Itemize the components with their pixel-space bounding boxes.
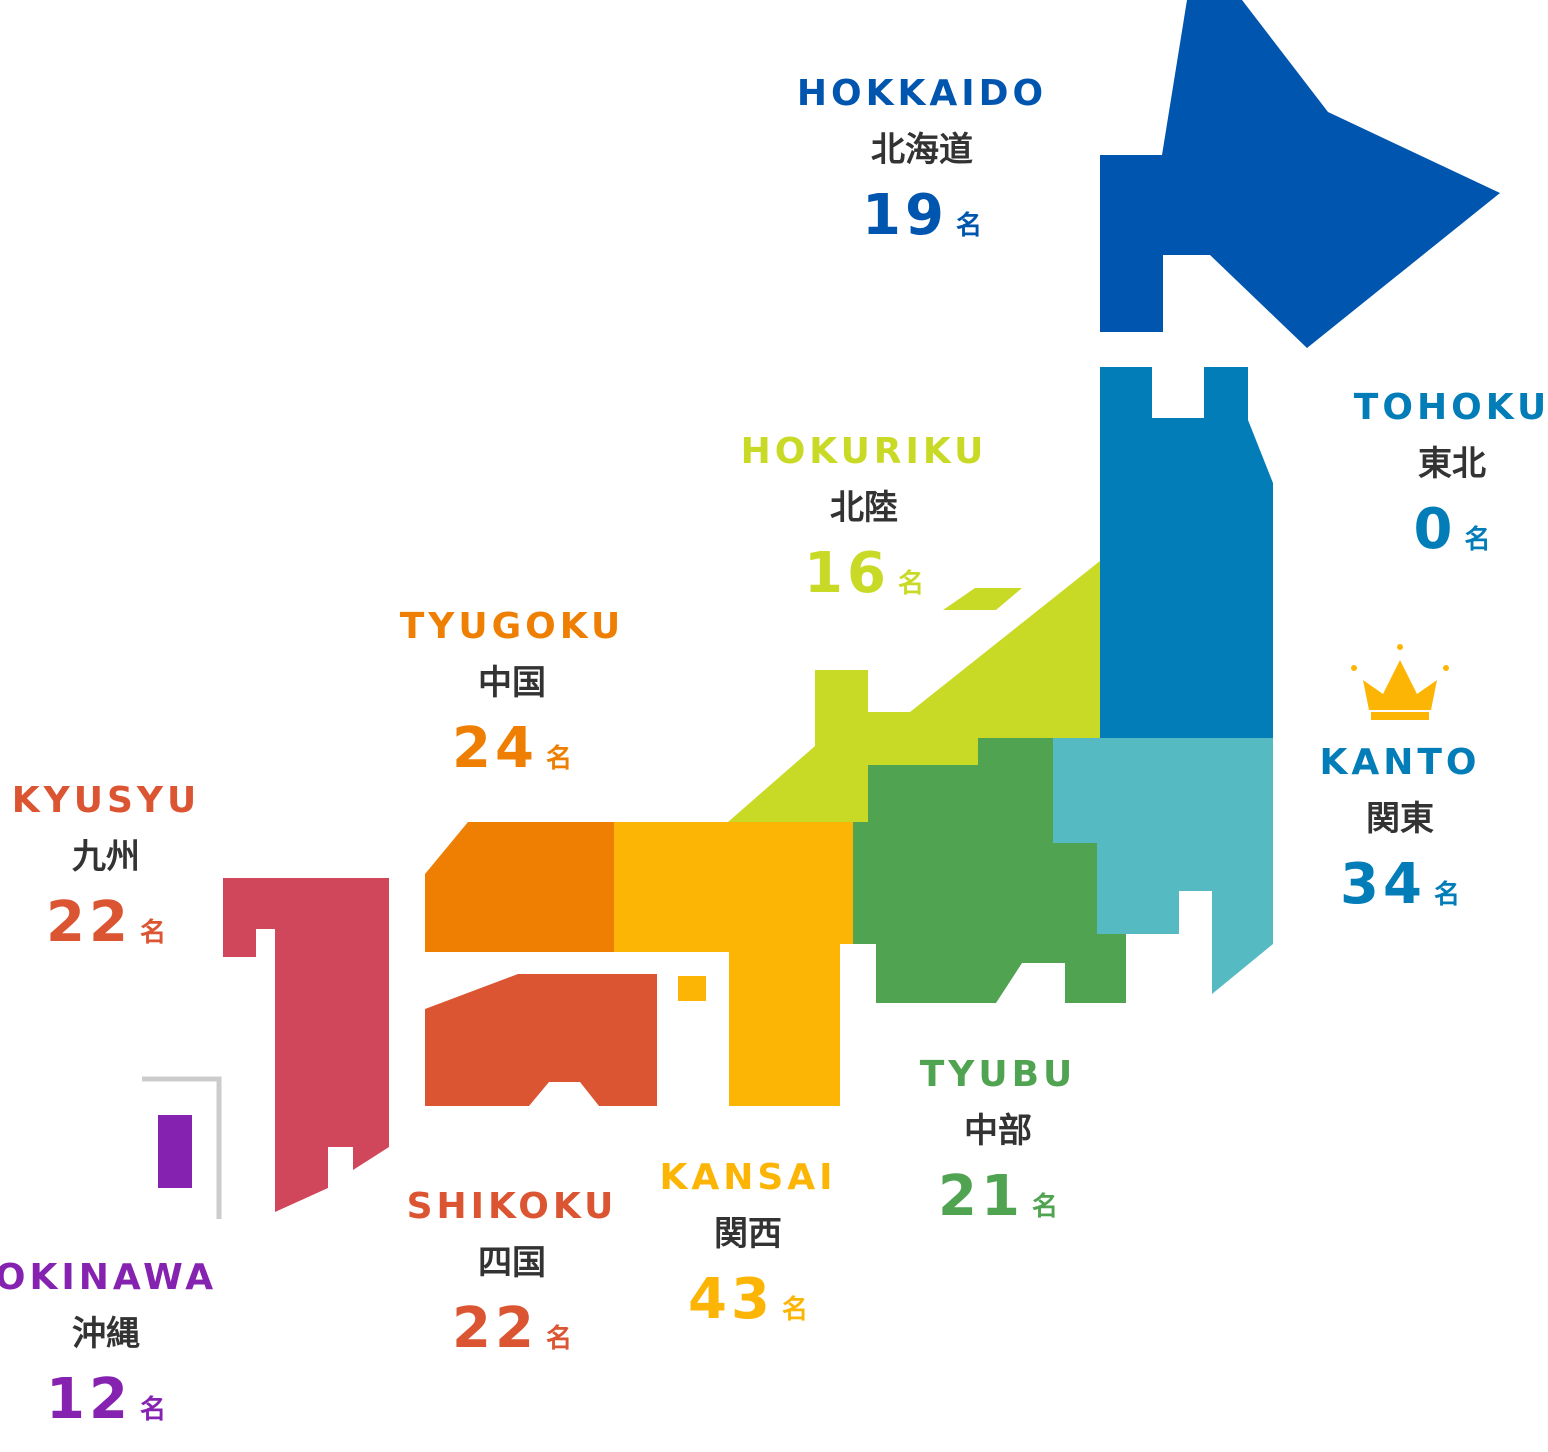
region-shape-tyubu[interactable] — [853, 738, 1126, 1003]
region-name-ja: 四国 — [478, 1243, 546, 1283]
count-number: 34 — [1340, 852, 1426, 917]
count-unit: 名 — [545, 1324, 572, 1354]
region-name-ja: 東北 — [1417, 444, 1486, 484]
region-shape-kansai[interactable] — [614, 822, 853, 1106]
region-shape-kansai-island[interactable] — [678, 976, 706, 1001]
region-shape-hokkaido[interactable] — [1100, 0, 1500, 348]
region-name-en: OKINAWA — [0, 1257, 218, 1298]
region-name-en: HOKKAIDO — [796, 73, 1048, 114]
region-count: 12 名 — [0, 1366, 217, 1447]
count-unit: 名 — [1464, 525, 1491, 555]
region-name-ja: 北陸 — [830, 488, 898, 528]
region-shape-okinawa[interactable] — [158, 1115, 192, 1188]
count-number: 16 — [804, 541, 890, 606]
count-number: 0 — [1413, 497, 1457, 562]
count-number: 12 — [46, 1367, 132, 1432]
region-name-ja: 関東 — [1365, 799, 1434, 839]
region-label-hokkaido: HOKKAIDO 北海道 19 名 — [797, 72, 1047, 263]
count-unit: 名 — [545, 744, 572, 774]
count-unit: 名 — [139, 918, 166, 948]
count-unit: 名 — [781, 1295, 808, 1325]
region-shape-shikoku[interactable] — [425, 974, 657, 1106]
region-name-en: SHIKOKU — [406, 1186, 618, 1227]
region-name-ja: 中部 — [964, 1111, 1032, 1151]
region-shape-tohoku[interactable] — [1100, 367, 1273, 738]
region-name-en: HOKURIKU — [740, 431, 988, 472]
count-unit: 名 — [139, 1395, 166, 1425]
region-name-ja: 九州 — [72, 837, 140, 877]
region-label-kanto: KANTO 関東 34 名 — [1319, 741, 1480, 932]
region-name-en: KYUSYU — [11, 780, 201, 821]
region-name-ja: 関西 — [713, 1214, 782, 1254]
count-unit: 名 — [1433, 880, 1460, 910]
count-unit: 名 — [955, 211, 982, 241]
region-count: 19 名 — [797, 182, 1047, 263]
region-name-en: KANSAI — [659, 1157, 837, 1198]
crown-icon — [1351, 644, 1449, 720]
region-count: 34 名 — [1319, 851, 1480, 932]
region-label-tyugoku: TYUGOKU 中国 24 名 — [400, 605, 625, 796]
region-label-tyubu: TYUBU 中部 21 名 — [920, 1053, 1077, 1244]
count-unit: 名 — [897, 569, 924, 599]
region-label-kansai: KANSAI 関西 43 名 — [659, 1156, 836, 1347]
count-number: 24 — [452, 716, 538, 781]
okinawa-inset-frame — [142, 1076, 222, 1219]
region-label-kyusyu: KYUSYU 九州 22 名 — [12, 779, 200, 970]
count-unit: 名 — [1031, 1192, 1058, 1222]
region-name-en: KANTO — [1319, 742, 1481, 783]
region-shape-kanto[interactable] — [1053, 738, 1273, 994]
region-count: 43 名 — [659, 1266, 836, 1347]
region-name-en: TYUGOKU — [399, 606, 625, 647]
count-number: 21 — [938, 1164, 1024, 1229]
region-name-ja: 中国 — [477, 663, 546, 703]
region-count: 21 名 — [920, 1163, 1077, 1244]
region-shape-kyusyu[interactable] — [223, 878, 389, 1212]
count-number: 22 — [452, 1296, 538, 1361]
count-number: 43 — [688, 1267, 774, 1332]
region-shape-tyugoku[interactable] — [425, 822, 614, 952]
region-label-okinawa: OKINAWA 沖縄 12 名 — [0, 1256, 217, 1447]
region-count: 16 名 — [741, 540, 988, 621]
region-label-hokuriku: HOKURIKU 北陸 16 名 — [741, 430, 988, 621]
count-number: 19 — [862, 183, 948, 248]
region-label-shikoku: SHIKOKU 四国 22 名 — [407, 1185, 618, 1376]
region-name-en: TYUBU — [919, 1054, 1077, 1095]
region-name-en: TOHOKU — [1353, 387, 1548, 428]
region-name-ja: 北海道 — [871, 130, 973, 170]
region-count: 24 名 — [400, 715, 625, 796]
count-number: 22 — [46, 890, 132, 955]
region-count: 22 名 — [12, 889, 200, 970]
region-shape-hokuriku[interactable] — [728, 561, 1100, 822]
region-shape-hokuriku-island[interactable] — [943, 588, 1022, 610]
region-count: 22 名 — [407, 1295, 618, 1376]
region-name-ja: 沖縄 — [71, 1314, 140, 1354]
